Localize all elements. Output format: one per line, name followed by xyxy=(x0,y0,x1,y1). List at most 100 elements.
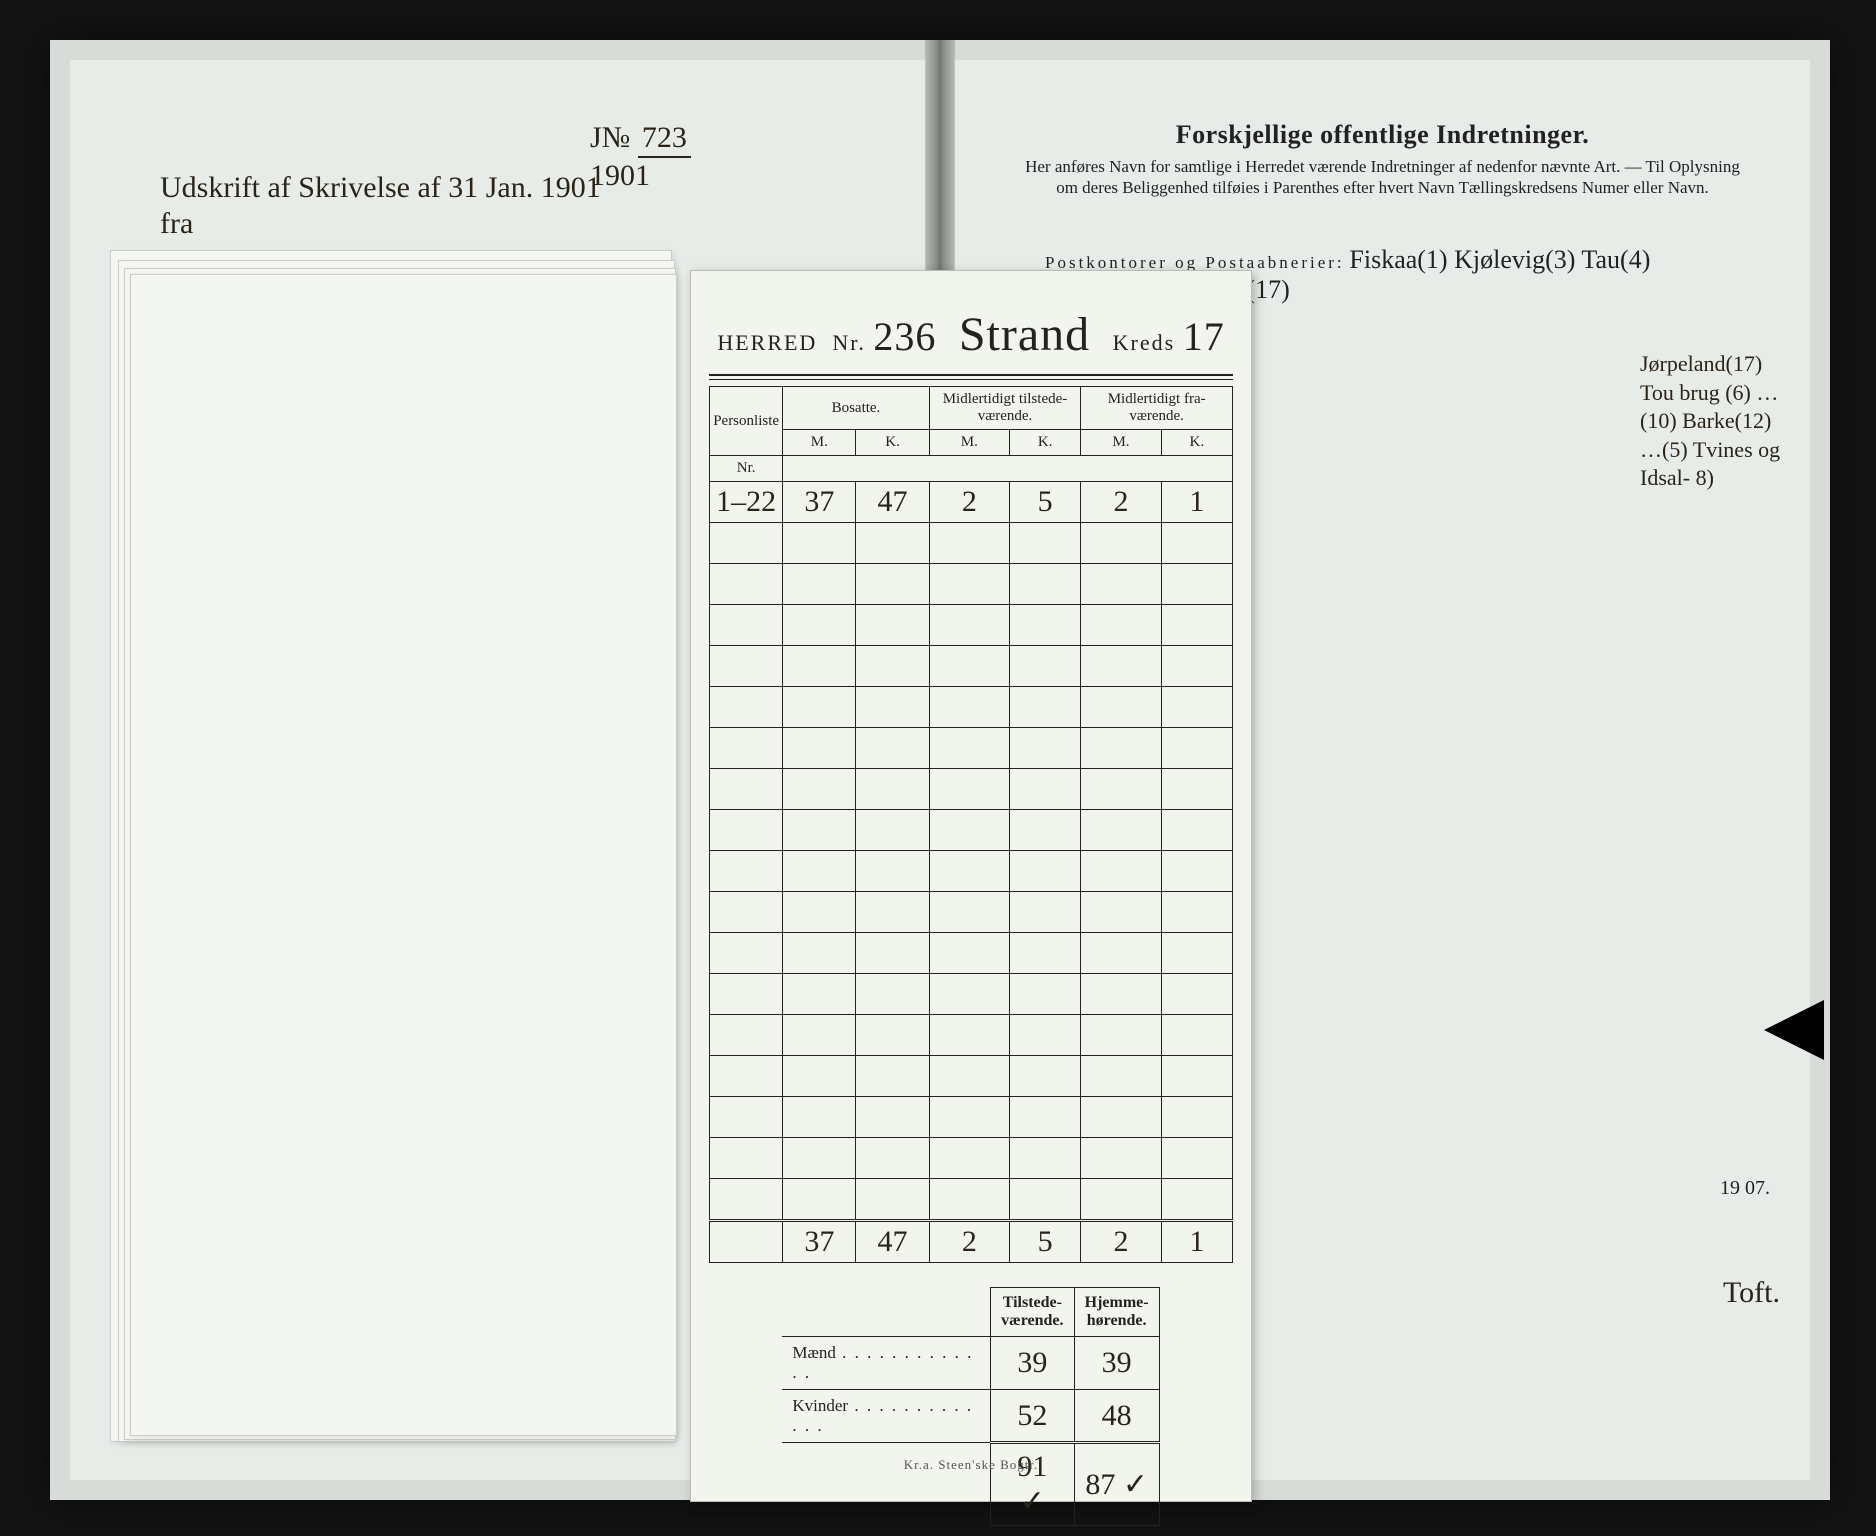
total: 5 xyxy=(1010,1221,1081,1263)
cell xyxy=(1010,687,1081,728)
maend-tilstede: 39 xyxy=(991,1337,1075,1390)
total: 47 xyxy=(856,1221,929,1263)
printed-header: Forskjellige offentlige Indretninger. He… xyxy=(1015,120,1750,199)
cell xyxy=(929,974,1009,1015)
printer-credit: Kr.a. Steen'ske Bogtr. xyxy=(709,1457,1233,1473)
kreds-label: Kreds xyxy=(1113,330,1176,355)
herred-number: 236 xyxy=(873,314,936,359)
cell xyxy=(1161,523,1232,564)
cell xyxy=(1161,892,1232,933)
cell xyxy=(783,646,856,687)
cell xyxy=(1161,564,1232,605)
cell xyxy=(1010,810,1081,851)
cell xyxy=(1081,810,1161,851)
table-row xyxy=(710,1138,1233,1179)
table-row xyxy=(710,1056,1233,1097)
cell xyxy=(856,933,929,974)
cell xyxy=(710,564,783,605)
cell xyxy=(1010,1097,1081,1138)
cell xyxy=(783,605,856,646)
kreds-number: 17 xyxy=(1183,314,1225,359)
cell xyxy=(856,1056,929,1097)
table-row xyxy=(710,974,1233,1015)
cell xyxy=(856,1015,929,1056)
cell xyxy=(710,1138,783,1179)
cell xyxy=(783,1097,856,1138)
cell xyxy=(783,810,856,851)
cell xyxy=(1081,1179,1161,1221)
cell xyxy=(1161,1015,1232,1056)
cell xyxy=(856,810,929,851)
cell xyxy=(1081,1097,1161,1138)
cell xyxy=(929,892,1009,933)
cell xyxy=(1010,728,1081,769)
total: 2 xyxy=(1081,1221,1161,1263)
col-fravaer: Midlertidigt fra- værende. xyxy=(1081,387,1233,430)
margin-notes: Jørpeland(17) Tou brug (6) …(10) Barke(1… xyxy=(1640,350,1790,493)
row-maend-label: Mænd xyxy=(782,1337,990,1390)
cell xyxy=(929,523,1009,564)
cell xyxy=(1161,851,1232,892)
cell xyxy=(1161,1056,1232,1097)
kvinder-hjemme: 48 xyxy=(1074,1390,1159,1443)
cell xyxy=(783,974,856,1015)
cell: 2 xyxy=(1081,482,1161,523)
cell xyxy=(710,933,783,974)
col-tilstede: Midlertidigt tilstede- værende. xyxy=(929,387,1081,430)
cell xyxy=(1010,1056,1081,1097)
cell xyxy=(856,892,929,933)
sub-m: M. xyxy=(783,430,856,456)
cell xyxy=(783,523,856,564)
handwritten-note: Udskrift af Skrivelse af 31 Jan. 1901 fr… xyxy=(160,170,720,242)
cell xyxy=(1161,1179,1232,1221)
cell xyxy=(856,523,929,564)
sub-k: K. xyxy=(856,430,929,456)
table-row xyxy=(710,851,1233,892)
signature: Toft. xyxy=(1723,1276,1780,1310)
cell xyxy=(929,605,1009,646)
cell xyxy=(929,1015,1009,1056)
cell xyxy=(710,1015,783,1056)
cell: 2 xyxy=(929,482,1009,523)
sub-m: M. xyxy=(1081,430,1161,456)
sum-col-tilstede: Tilstede- værende. xyxy=(991,1288,1075,1337)
cell xyxy=(710,974,783,1015)
table-row xyxy=(710,810,1233,851)
cell xyxy=(929,1179,1009,1221)
cell xyxy=(1010,851,1081,892)
cell xyxy=(710,523,783,564)
table-row: 1–22 37 47 2 5 2 1 xyxy=(710,482,1233,523)
cell xyxy=(710,851,783,892)
cell xyxy=(710,728,783,769)
cell xyxy=(783,1179,856,1221)
cell xyxy=(710,1097,783,1138)
maend-hjemme: 39 xyxy=(1074,1337,1159,1390)
cell: 47 xyxy=(856,482,929,523)
table-row xyxy=(710,728,1233,769)
cell xyxy=(856,605,929,646)
cell xyxy=(1081,687,1161,728)
table-row xyxy=(710,933,1233,974)
cell xyxy=(856,728,929,769)
cell xyxy=(710,646,783,687)
cell xyxy=(783,1056,856,1097)
table-row xyxy=(710,605,1233,646)
ref-prefix: J№ xyxy=(590,121,630,154)
cell xyxy=(783,933,856,974)
cell xyxy=(1081,892,1161,933)
cell xyxy=(710,687,783,728)
totals-row: 37 47 2 5 2 1 xyxy=(710,1221,1233,1263)
cell xyxy=(929,810,1009,851)
sub-k: K. xyxy=(1161,430,1232,456)
summary-table: Tilstede- værende. Hjemme- hørende. Mænd… xyxy=(782,1287,1159,1526)
cell xyxy=(1081,851,1161,892)
cell xyxy=(1010,1179,1081,1221)
cell xyxy=(1010,892,1081,933)
cell xyxy=(1161,687,1232,728)
nr-label: Nr. xyxy=(832,330,866,355)
cell xyxy=(856,974,929,1015)
cell xyxy=(929,851,1009,892)
kvinder-tilstede: 52 xyxy=(991,1390,1075,1443)
cell xyxy=(710,769,783,810)
cell xyxy=(1010,523,1081,564)
